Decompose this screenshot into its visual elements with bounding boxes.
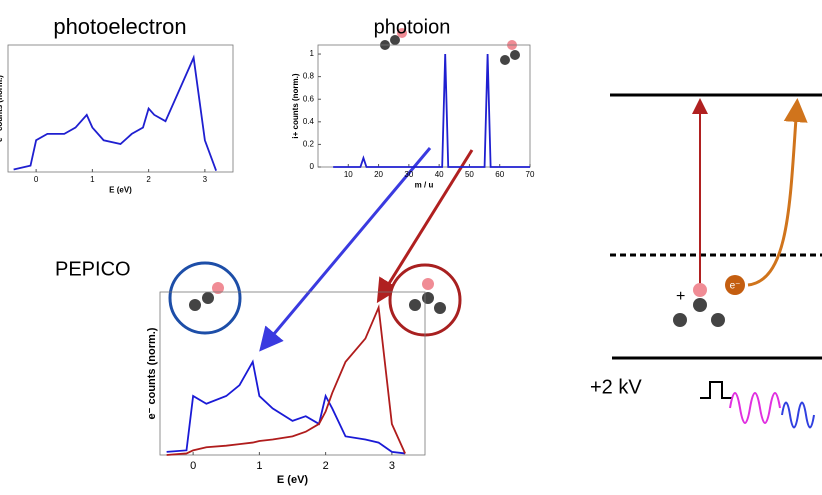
chart-title: photoelectron — [53, 14, 186, 39]
x-tick-label: 1 — [256, 460, 262, 472]
x-tick-label: 70 — [526, 170, 535, 179]
connector-arrows — [168, 28, 520, 352]
y-tick-label: 0 — [310, 162, 315, 171]
x-axis-label: E (eV) — [277, 474, 309, 486]
data-line — [166, 304, 406, 456]
x-tick-label: 2 — [323, 460, 329, 472]
y-axis-label: i+ counts (norm.) — [291, 73, 300, 138]
x-axis-label: E (eV) — [109, 186, 132, 195]
x-tick-label: 0 — [34, 175, 39, 184]
chart-title: PEPICO — [55, 258, 131, 280]
data-line — [13, 54, 217, 172]
x-tick-label: 30 — [404, 170, 413, 179]
y-axis-label: e⁻ counts (norm.) — [146, 327, 158, 419]
x-tick-label: 1 — [90, 175, 95, 184]
energy-diagram: + e⁻ +2 kV — [590, 93, 822, 429]
ion-charge: + — [676, 288, 685, 305]
plot-frame — [317, 44, 531, 168]
y-axis-label: e⁻ counts (norm.) — [0, 75, 4, 142]
data-line — [166, 359, 406, 455]
y-tick-label: 0.8 — [303, 72, 315, 81]
data-line — [333, 54, 530, 168]
x-tick-label: 3 — [389, 460, 395, 472]
y-tick-label: 0.6 — [303, 94, 315, 103]
plot-frame — [159, 291, 426, 456]
x-tick-label: 2 — [146, 175, 151, 184]
voltage-label: +2 kV — [590, 376, 642, 398]
x-tick-label: 50 — [465, 170, 474, 179]
y-tick-label: 1 — [310, 49, 315, 58]
x-tick-label: 10 — [344, 170, 353, 179]
x-tick-label: 20 — [374, 170, 383, 179]
y-tick-label: 0.2 — [303, 140, 315, 149]
x-tick-label: 0 — [190, 460, 196, 472]
plot-frame — [7, 44, 234, 173]
chart-title: photoion — [374, 16, 451, 38]
x-tick-label: 40 — [435, 170, 444, 179]
electron-label: e⁻ — [730, 281, 741, 292]
x-tick-label: 3 — [203, 175, 208, 184]
x-tick-label: 60 — [495, 170, 504, 179]
x-axis-label: m / u — [415, 181, 434, 190]
y-tick-label: 0.4 — [303, 117, 315, 126]
